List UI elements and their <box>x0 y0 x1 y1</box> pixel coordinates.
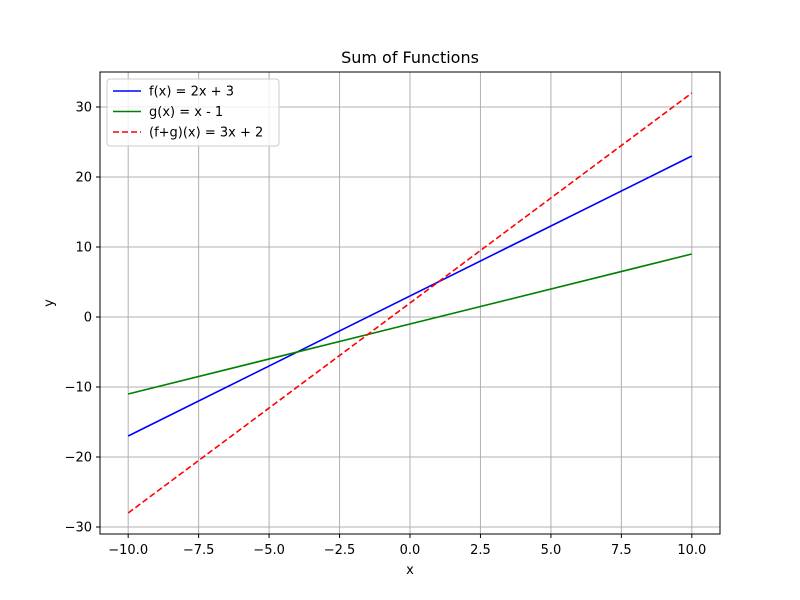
legend-box <box>106 78 280 147</box>
x-tick-label: −7.5 <box>183 543 215 558</box>
chart-title: Sum of Functions <box>341 48 479 67</box>
x-tick-label: −2.5 <box>324 543 356 558</box>
ticks: −10.0 −7.5 −5.0 −2.5 0.0 2.5 5.0 7.5 10.0 −30 −20 −… <box>65 101 707 559</box>
y-tick-label: −30 <box>65 521 92 536</box>
x-tick-label: 10.0 <box>677 543 706 558</box>
y-axis-label: y <box>42 299 57 307</box>
y-tick-label: 20 <box>75 171 92 186</box>
series-line-f-g-x-3x-2 <box>127 92 693 514</box>
x-tick-label: −5.0 <box>253 543 285 558</box>
y-tick-label: −20 <box>65 451 92 466</box>
legend-label: (f+g)(x) = 3x + 2 <box>149 126 263 141</box>
legend: f(x) = 2x + 3 g(x) = x - 1 (f+g)(x) = 3x +… <box>106 78 280 147</box>
series-line-g-x-x-1 <box>127 253 693 395</box>
legend-label: g(x) = x - 1 <box>149 105 223 120</box>
x-tick-label: 7.5 <box>611 543 632 558</box>
series-line-f-x-2x-3 <box>127 155 693 437</box>
y-tick-label: 30 <box>75 101 92 116</box>
x-tick-label: 2.5 <box>470 543 491 558</box>
legend-label: f(x) = 2x + 3 <box>149 85 234 100</box>
x-tick-label: 0.0 <box>400 543 421 558</box>
x-tick-label: 5.0 <box>541 543 562 558</box>
x-tick-label: −10.0 <box>108 543 148 558</box>
y-tick-label: 10 <box>75 241 92 256</box>
x-axis-label: x <box>406 563 414 578</box>
y-tick-label: 0 <box>84 311 92 326</box>
series-layer <box>127 92 693 514</box>
y-tick-label: −10 <box>65 381 92 396</box>
